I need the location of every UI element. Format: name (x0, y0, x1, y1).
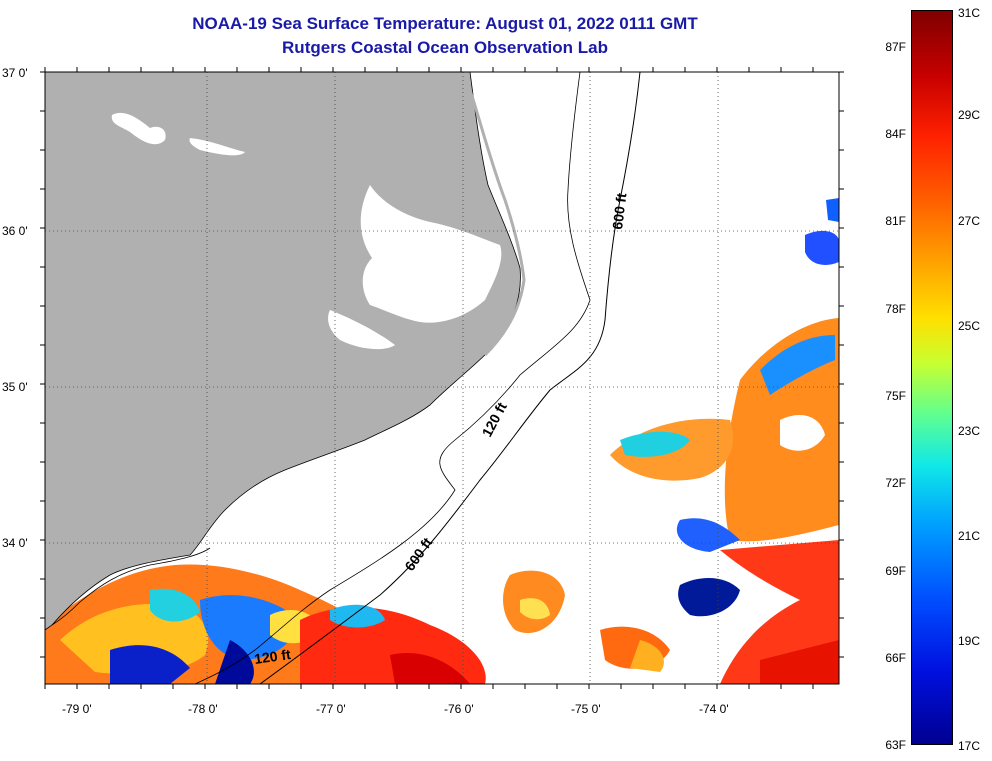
coastline-outline (51, 547, 211, 626)
colorbar-c-29: 29C (958, 108, 981, 122)
map-frame (44, 71, 840, 685)
lat-label-37: 37 0' (2, 66, 28, 80)
colorbar-c-17: 17C (958, 739, 981, 753)
colorbar-c-31: 31C (958, 6, 981, 20)
lat-label-36: 36 0' (2, 224, 28, 238)
map-subtitle: Rutgers Coastal Ocean Observation Lab (282, 38, 608, 57)
contour-label-600ft-north: 600 ft (609, 192, 629, 231)
colorbar-f-81: 81F (885, 214, 906, 228)
lon-label-75: -75 0' (571, 702, 601, 716)
lon-label-78: -78 0' (188, 702, 218, 716)
outer-banks (468, 89, 526, 357)
colorbar-c-23: 23C (958, 424, 981, 438)
colorbar-c-27: 27C (958, 214, 981, 228)
colorbar-c-25: 25C (958, 319, 981, 333)
lon-label-74: -74 0' (699, 702, 729, 716)
sst-data-east (610, 198, 839, 684)
colorbar-f-63: 63F (885, 738, 906, 752)
inland-water (111, 112, 502, 350)
contour-label-120ft-central: 120 ft (479, 399, 510, 439)
colorbar-f-72: 72F (885, 476, 906, 490)
colorbar-f-66: 66F (885, 651, 906, 665)
lat-label-35: 35 0' (2, 380, 28, 394)
colorbar-c-19: 19C (958, 634, 981, 648)
lon-label-77: -77 0' (316, 702, 346, 716)
colorbar-c-21: 21C (958, 529, 981, 543)
colorbar-f-84: 84F (885, 127, 906, 141)
map-title: NOAA-19 Sea Surface Temperature: August … (192, 14, 698, 33)
contour-120ft (194, 72, 591, 684)
colorbar-f-69: 69F (885, 564, 906, 578)
colorbar-f-75: 75F (885, 389, 906, 403)
axis-ticks (40, 67, 844, 689)
lat-label-34: 34 0' (2, 536, 28, 550)
sst-data-south-central (300, 570, 670, 684)
contour-600ft (259, 72, 641, 684)
lon-label-79: -79 0' (62, 702, 92, 716)
land-mass (45, 72, 521, 631)
colorbar-f-78: 78F (885, 302, 906, 316)
graticule (45, 72, 839, 684)
lon-label-76: -76 0' (444, 702, 474, 716)
contour-label-120ft-south: 120 ft (253, 646, 292, 667)
temperature-colorbar (911, 10, 953, 745)
colorbar-f-87: 87F (885, 40, 906, 54)
